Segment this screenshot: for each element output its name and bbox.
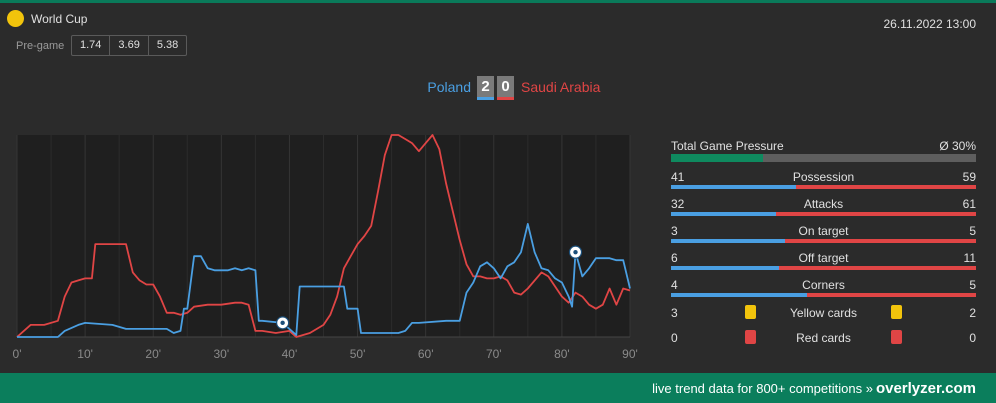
card-row-yellow-cards: 3 Yellow cards 2 [671, 305, 976, 323]
stat-bar [671, 185, 976, 189]
goal-ball-icon [568, 245, 583, 259]
stat-away-value: 5 [969, 224, 976, 238]
stat-away-value: 59 [962, 170, 976, 184]
odd-away: 5.38 [156, 39, 179, 51]
stat-home-value: 4 [671, 278, 678, 292]
stat-row-corners: 4 Corners 5 [671, 278, 976, 300]
top-accent-bar [0, 0, 996, 3]
total-pressure-fill [671, 154, 763, 162]
x-tick-label: 20' [145, 347, 161, 361]
card-icon-home [745, 305, 756, 319]
series-line-poland [17, 223, 631, 338]
odd-home: 1.74 [72, 36, 111, 55]
stat-home-value: 41 [671, 170, 685, 184]
card-home-value: 0 [671, 331, 678, 345]
stat-away-value: 5 [969, 278, 976, 292]
card-name: Red cards [796, 331, 851, 345]
x-tick-label: 0' [13, 347, 22, 361]
stat-home-value: 6 [671, 251, 678, 265]
stat-name: Possession [792, 170, 855, 184]
league-name[interactable]: World Cup [31, 12, 88, 26]
stat-row-on-target: 3 On target 5 [671, 224, 976, 246]
odd-draw: 3.69 [110, 36, 149, 55]
home-score: 2 [477, 76, 494, 100]
total-pressure-label: Total Game Pressure [671, 139, 784, 153]
stat-row-off-target: 6 Off target 11 [671, 251, 976, 273]
x-tick-label: 60' [418, 347, 434, 361]
x-tick-label: 50' [350, 347, 366, 361]
card-icon-away [891, 330, 902, 344]
pressure-chart: 0' 10' 20' 30' 40' 50' 60' 70' 80' 90' [0, 128, 650, 363]
x-tick-label: 10' [77, 347, 93, 361]
stat-bar-home [671, 266, 779, 270]
x-tick-label: 80' [554, 347, 570, 361]
goal-ball-icon [276, 316, 290, 330]
stat-bar-home [671, 293, 807, 297]
footer-brand[interactable]: overlyzer.com [875, 380, 976, 397]
stat-bar-home [671, 239, 786, 243]
stat-bar [671, 212, 976, 216]
footer-bar: live trend data for 800+ competitions » o… [0, 373, 996, 403]
card-icon-home [745, 330, 756, 344]
stat-name: Attacks [803, 197, 844, 211]
home-team-name: Poland [427, 79, 471, 95]
x-tick-label: 30' [214, 347, 230, 361]
stat-bar-home [671, 185, 797, 189]
away-score: 0 [497, 76, 514, 100]
stat-row-possession: 41 Possession 59 [671, 170, 976, 192]
stat-bar-home [671, 212, 776, 216]
stat-home-value: 32 [671, 197, 685, 211]
card-name: Yellow cards [790, 306, 857, 320]
x-tick-label: 70' [486, 347, 502, 361]
stat-name: On target [798, 224, 849, 238]
pregame-odds: 1.74 3.69 5.38 [71, 35, 188, 56]
total-pressure-value: Ø 30% [939, 139, 976, 153]
stat-bar [671, 293, 976, 297]
stat-bar [671, 266, 976, 270]
league-ball-icon [7, 10, 24, 27]
stat-away-value: 61 [962, 197, 976, 211]
card-icon-away [891, 305, 902, 319]
footer-text[interactable]: live trend data for 800+ competitions » o… [652, 380, 976, 397]
pressure-chart-svg: 0' 10' 20' 30' 40' 50' 60' 70' 80' 90' [13, 134, 638, 361]
stat-name: Corners [802, 278, 845, 292]
stat-home-value: 3 [671, 224, 678, 238]
card-away-value: 0 [969, 331, 976, 345]
series-line-saudi-arabia [16, 134, 631, 338]
x-tick-label: 40' [282, 347, 298, 361]
stat-row-attacks: 32 Attacks 61 [671, 197, 976, 219]
stat-away-value: 11 [963, 251, 976, 265]
card-away-value: 2 [969, 306, 976, 320]
total-pressure-bar [671, 154, 976, 162]
x-tick-label: 90' [622, 347, 638, 361]
pregame-label: Pre-game [16, 40, 65, 52]
footer-tagline: live trend data for 800+ competitions » [652, 381, 873, 396]
stat-bar [671, 239, 976, 243]
stat-name: Off target [798, 251, 849, 265]
away-team-name: Saudi Arabia [521, 79, 601, 95]
card-row-red-cards: 0 Red cards 0 [671, 330, 976, 348]
card-home-value: 3 [671, 306, 678, 320]
match-datetime: 26.11.2022 13:00 [883, 17, 976, 31]
